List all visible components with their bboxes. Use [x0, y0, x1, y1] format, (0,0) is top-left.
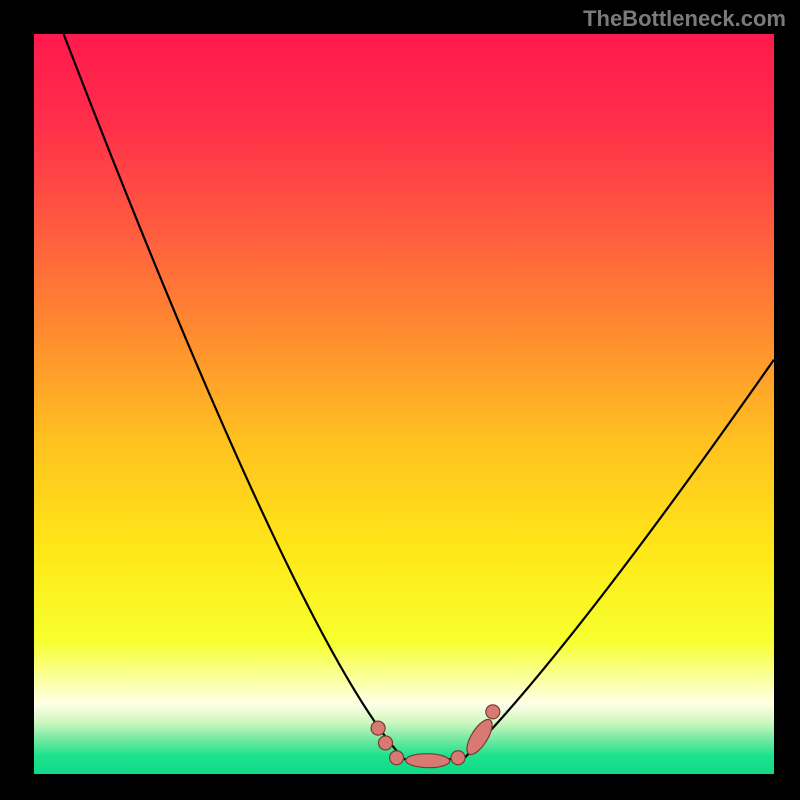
bottleneck-chart: [0, 0, 800, 800]
plot-background: [34, 34, 774, 774]
marker-dot: [451, 751, 465, 765]
marker-dot: [406, 753, 450, 768]
watermark-text: TheBottleneck.com: [583, 6, 786, 32]
